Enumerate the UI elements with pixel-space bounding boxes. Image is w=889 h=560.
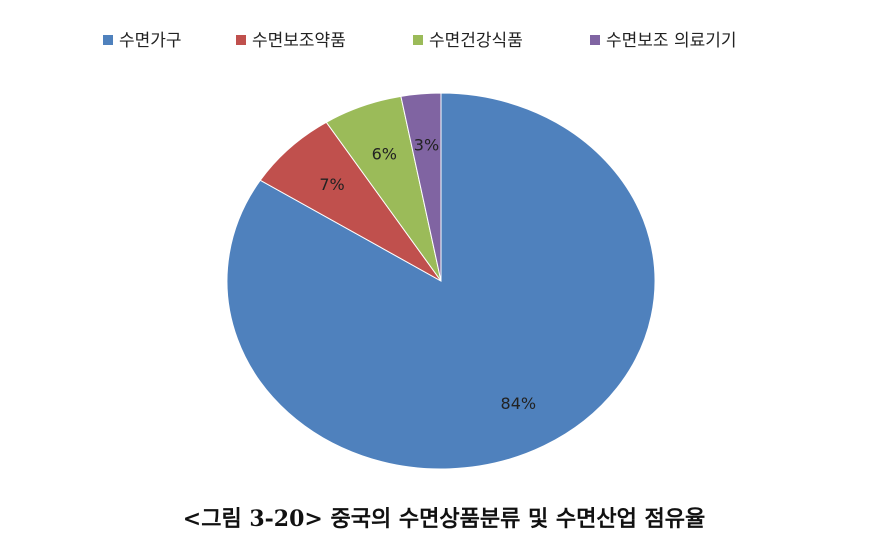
legend-swatch [590,35,600,45]
legend-label: 수면건강식품 [429,31,523,51]
chart-title: <그림 3-20> 중국의 수면상품분류 및 수면산업 점유율 [183,506,705,532]
data-label: 7% [319,175,344,194]
legend-label: 수면가구 [119,31,182,51]
legend-label: 수면보조약품 [252,31,346,51]
legend-swatch [413,35,423,45]
data-label: 6% [372,145,397,164]
pie-slice [400,92,442,282]
data-label: 84% [501,394,537,413]
legend-label: 수면보조 의료기기 [606,31,737,51]
pie-slice [226,92,656,470]
legend-swatch [236,35,246,45]
data-label: 3% [414,136,439,155]
legend-swatch [103,35,113,45]
